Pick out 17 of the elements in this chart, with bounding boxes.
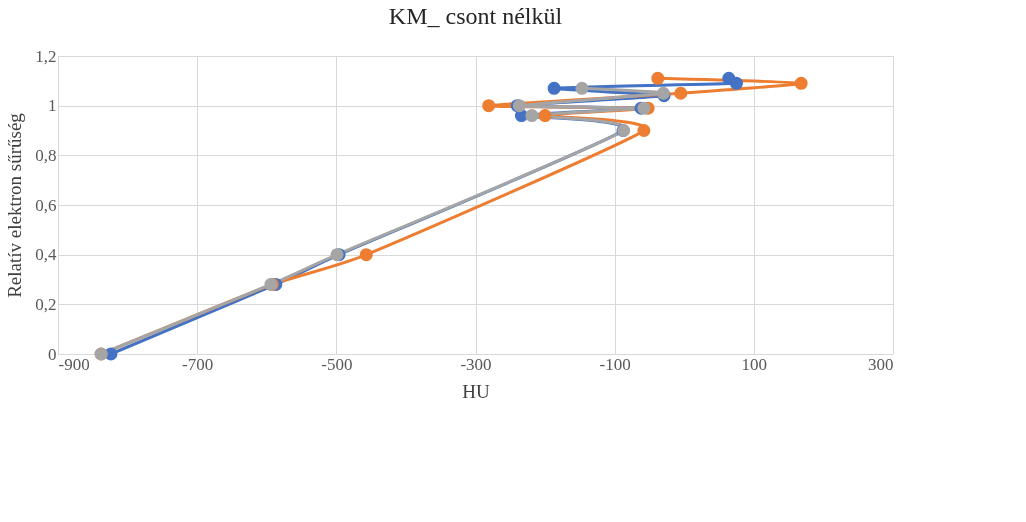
y-tick-label: 1	[48, 96, 57, 116]
y-tick-label: 0	[48, 344, 57, 364]
x-tick-label: -700	[182, 354, 214, 374]
x-tick-label: 100	[741, 354, 768, 374]
y-tick-label: 0,4	[35, 245, 57, 265]
x-tick-label: -500	[321, 354, 353, 374]
x-tick-label: -300	[460, 354, 492, 374]
x-tick-label: -100	[599, 354, 631, 374]
x-tick-label: 300	[868, 354, 894, 374]
y-tick-label: 0,6	[35, 195, 57, 215]
y-tick-label: 1,2	[35, 46, 57, 66]
y-tick-label: 0,2	[35, 294, 57, 314]
y-axis-title: Relatív elektron sűrűség	[4, 112, 26, 298]
y-tick-label: 0,8	[35, 145, 57, 165]
x-tick-label: -900	[58, 354, 90, 374]
x-axis-title: HU	[462, 380, 490, 402]
chart-title: KM_ csont nélkül	[388, 3, 563, 29]
